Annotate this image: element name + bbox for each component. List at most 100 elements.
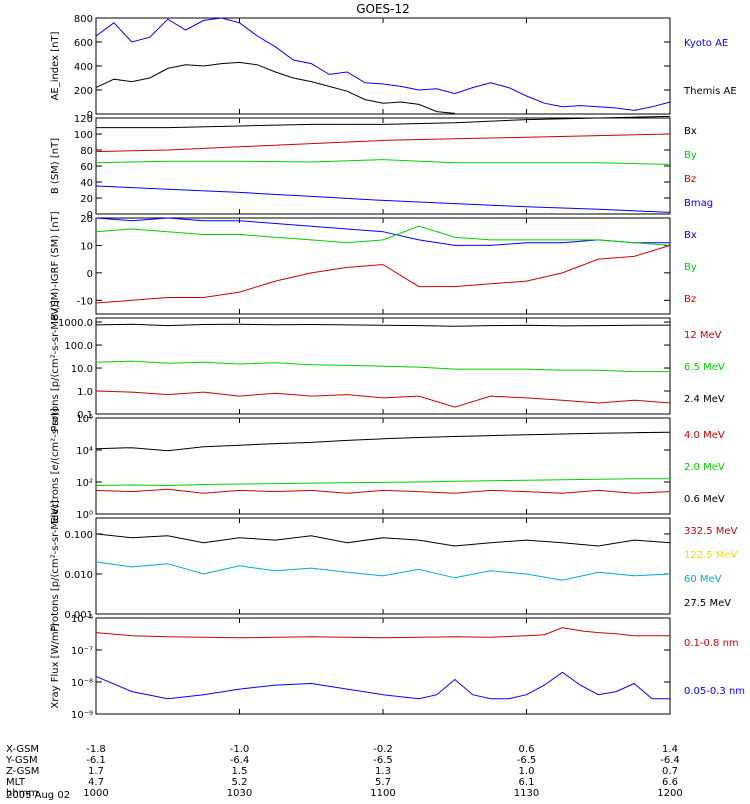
y-tick-label: 10 xyxy=(80,241,93,252)
legend-entry: 2.4 MeV xyxy=(684,394,725,405)
x-tick-label: 0.6 xyxy=(519,744,535,755)
y-tick-label: 10⁴ xyxy=(76,446,93,457)
series-line-by xyxy=(95,159,671,165)
x-axis-row-label: hhmm xyxy=(6,788,38,799)
y-tick-label: 400 xyxy=(74,62,93,73)
y-tick-label: 0 xyxy=(87,210,93,221)
series-line-bx xyxy=(96,115,671,129)
y-tick-label: 200 xyxy=(74,86,93,97)
chart-title: GOES-12 xyxy=(356,2,410,16)
legend-entry: 27.5 MeV xyxy=(684,598,731,609)
legend-entry: 2.0 MeV xyxy=(684,462,725,473)
x-tick-label: 1.3 xyxy=(375,766,391,777)
y-axis-label: AE_index [nT] xyxy=(50,31,61,100)
panel-frame xyxy=(95,417,671,515)
legend-entry: 12 MeV xyxy=(684,330,722,341)
legend-entry: Kyoto AE xyxy=(684,38,728,49)
series-line-bz xyxy=(95,133,671,153)
x-tick-label: 1.7 xyxy=(88,766,104,777)
x-tick-label: -1.0 xyxy=(230,744,250,755)
y-tick-label: 10⁶ xyxy=(76,414,93,425)
series-line-bz xyxy=(95,244,671,304)
series-line-12-mev xyxy=(95,390,671,408)
panel-7: 10⁻⁹ 10⁻⁸ 10⁻⁷ 10⁻⁶ Xray Flux [W/m²] 0.1-0.8 … xyxy=(50,614,745,721)
series-line-bx xyxy=(95,217,670,246)
series-line-by xyxy=(95,225,671,246)
y-tick-label: 20 xyxy=(80,194,93,205)
x-tick-label: -6.1 xyxy=(86,755,106,766)
legend-entry: 60 MeV xyxy=(684,574,722,585)
panel-3: -10 0 10 20 B (SM)-IGRF (SM) [nT] Bx By Bz xyxy=(50,211,697,320)
y-tick-label: 120 xyxy=(74,114,93,125)
y-tick-label: 100 xyxy=(74,130,93,141)
legend-entry: Bz xyxy=(684,294,696,305)
x-tick-label: 6.1 xyxy=(519,777,535,788)
y-tick-label: 0.001 xyxy=(64,610,93,621)
y-tick-label: 800 xyxy=(74,14,93,25)
x-tick-label: 1200 xyxy=(657,788,682,799)
y-tick-label: 10⁰ xyxy=(76,510,93,521)
y-tick-label: 10.0 xyxy=(71,364,93,375)
x-tick-label: 0.7 xyxy=(662,766,678,777)
series-line-27-5-mev xyxy=(95,533,671,547)
legend-entry: Bx xyxy=(684,126,697,137)
y-axis-label: B (SM) [nT] xyxy=(50,138,61,194)
series-line-60-mev xyxy=(95,561,671,581)
x-tick-label: 5.2 xyxy=(232,777,248,788)
y-tick-label: 0 xyxy=(87,269,93,280)
x-tick-label: -0.2 xyxy=(373,744,393,755)
y-tick-label: 10⁻⁸ xyxy=(71,678,93,689)
y-tick-label: 10⁻⁷ xyxy=(71,646,93,657)
series-line-0-6-mev xyxy=(95,431,671,452)
y-tick-label: 10⁻⁹ xyxy=(71,710,93,721)
y-tick-label: 0.1 xyxy=(77,410,93,421)
y-tick-label: 600 xyxy=(74,38,93,49)
series-line-2-4-mev xyxy=(95,323,671,327)
x-tick-label: 1.5 xyxy=(232,766,248,777)
x-tick-label: 1.4 xyxy=(662,744,678,755)
date-label: 2005 Aug 02 xyxy=(6,790,70,800)
legend-entry: By xyxy=(684,150,697,161)
y-tick-label: -10 xyxy=(77,296,93,307)
y-tick-label: 40 xyxy=(80,178,93,189)
panel-2: 0 20 40 60 80 100 120 B (SM) [nT] Bx By Bz Bmag xyxy=(50,114,713,221)
x-axis-row-label: Y-GSM xyxy=(5,755,38,766)
panel-frame xyxy=(95,617,671,715)
panel-5: 10⁰ 10² 10⁴ 10⁶ Electrons [e/(cm²-s-sr)] 4.0 … xyxy=(50,408,725,524)
x-tick-label: 1130 xyxy=(514,788,539,799)
series-line-2-0-mev xyxy=(95,478,670,487)
y-axis-label: Protons [p/(cm²-s-sr-MeV)] xyxy=(50,500,61,632)
series-line-bmag xyxy=(95,185,671,213)
y-tick-label: 0.100 xyxy=(64,530,93,541)
legend-entry: 122.5 MeV xyxy=(684,550,738,561)
legend-entry: Bz xyxy=(684,174,696,185)
x-tick-label: -6.5 xyxy=(373,755,393,766)
y-axis-label: Electrons [e/(cm²-s-sr)] xyxy=(50,408,61,524)
series-line-0-05-0-3-nm xyxy=(95,671,670,700)
y-tick-label: 0 xyxy=(87,110,93,121)
y-axis-label: Protons [p/(cm²-s-sr-MeV)] xyxy=(50,300,61,432)
x-tick-label: -6.5 xyxy=(517,755,537,766)
x-tick-label: 4.7 xyxy=(88,777,104,788)
legend-entry: 0.6 MeV xyxy=(684,494,725,505)
legend-entry: Bmag xyxy=(684,198,713,209)
legend-entry: By xyxy=(684,262,697,273)
x-axis-row-label: MLT xyxy=(6,777,26,788)
x-axis-row-label: X-GSM xyxy=(6,744,39,755)
x-tick-label: 1030 xyxy=(227,788,252,799)
y-tick-label: 60 xyxy=(80,162,93,173)
x-tick-label: 6.6 xyxy=(662,777,678,788)
legend-entry: 0.1-0.8 nm xyxy=(684,638,739,649)
panel-frame xyxy=(95,117,671,215)
x-tick-label: 1000 xyxy=(83,788,108,799)
y-axis-label: B (SM)-IGRF (SM) [nT] xyxy=(50,211,61,320)
x-tick-label: 1.0 xyxy=(519,766,535,777)
series-line-0-1-0-8-nm xyxy=(95,627,670,639)
y-tick-label: 80 xyxy=(80,146,93,157)
legend-entry: 332.5 MeV xyxy=(684,526,738,537)
x-tick-label: -6.4 xyxy=(230,755,250,766)
y-tick-label: 1.0 xyxy=(77,387,93,398)
